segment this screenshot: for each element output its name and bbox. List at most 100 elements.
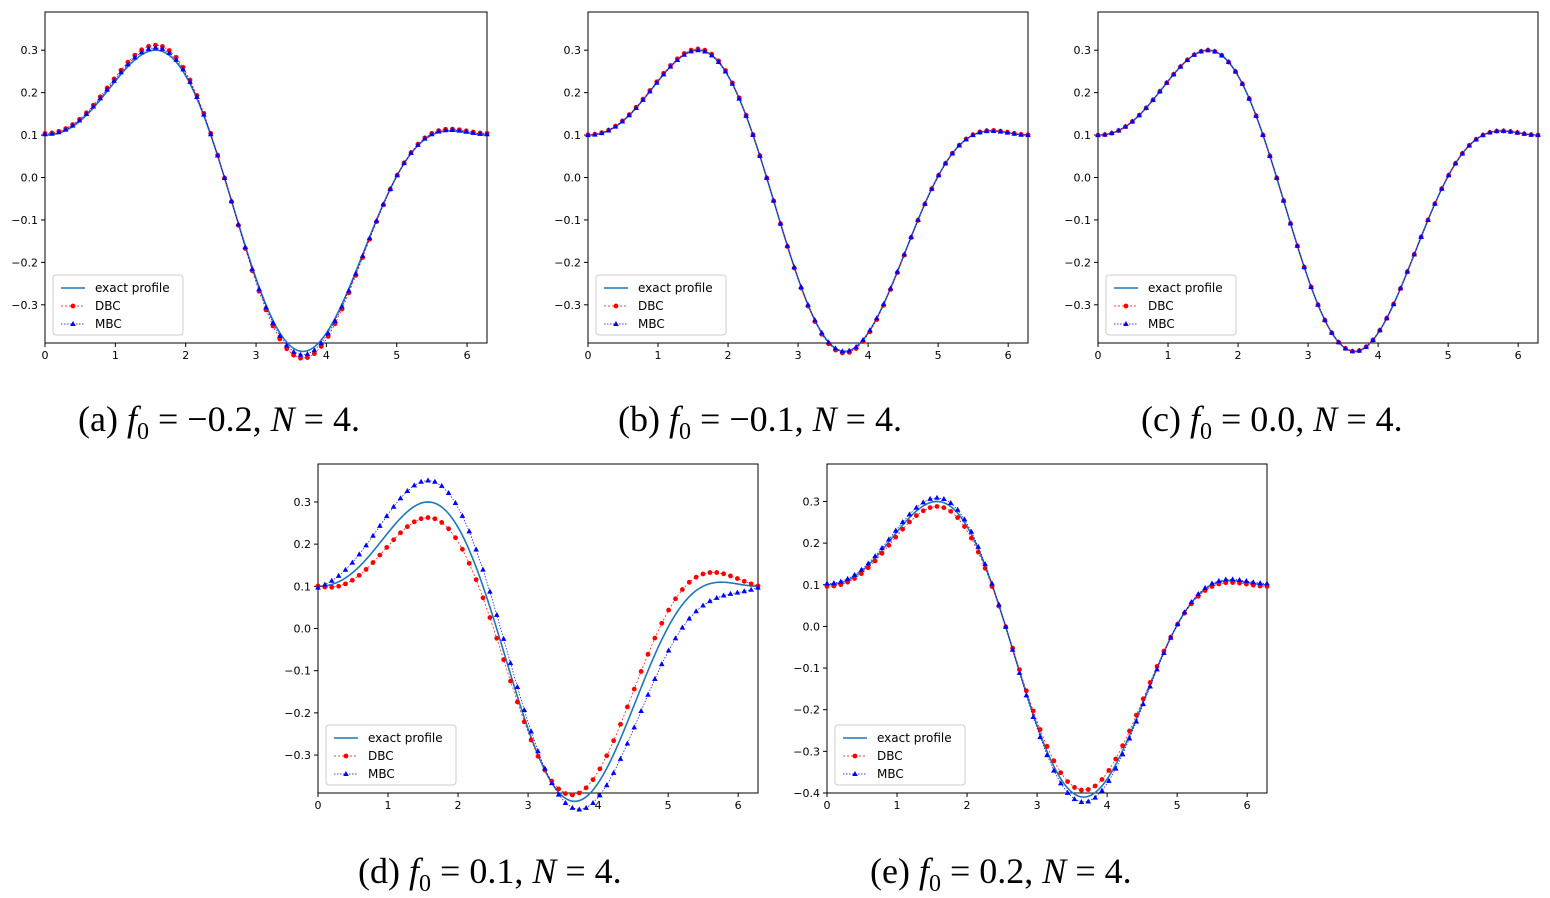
- mbc-marker: [145, 45, 152, 51]
- mbc-marker: [1239, 80, 1246, 86]
- mbc-marker: [1342, 345, 1349, 351]
- mbc-marker: [743, 112, 749, 118]
- mbc-marker: [380, 201, 387, 207]
- mbc-marker: [700, 602, 706, 608]
- dbc-marker: [968, 535, 974, 541]
- mbc-marker: [352, 270, 359, 276]
- mbc-marker: [1404, 268, 1411, 274]
- mbc-marker: [370, 532, 376, 538]
- chart-panel-e: 0 1 2 3 4 5 6 −0.4 −0.3 −0.2 −0.1 0.0 0.1 0.2 0.3 exact…: [0, 450, 1550, 897]
- dbc-marker: [590, 777, 596, 783]
- mbc-marker: [784, 242, 791, 248]
- mbc-marker: [1102, 131, 1108, 137]
- mbc-marker: [913, 504, 920, 510]
- mbc-marker: [235, 221, 242, 227]
- mbc-marker: [166, 49, 173, 55]
- mbc-marker: [1253, 112, 1259, 118]
- mbc-marker: [1191, 51, 1198, 57]
- mbc-marker: [619, 118, 626, 124]
- mbc-marker: [617, 755, 624, 761]
- legend-dbc-marker: [1123, 303, 1129, 309]
- legend-label: MBC: [877, 767, 904, 781]
- mbc-marker: [1418, 233, 1424, 239]
- x-tick-label: 5: [1174, 799, 1181, 812]
- chart-panel-a: 0 1 2 3 4 5 6 −0.3 −0.2 −0.1 0.0 0.1 0.2 0.3 exact pro…: [0, 0, 500, 450]
- dbc-marker: [432, 516, 438, 522]
- mbc-marker: [798, 283, 804, 289]
- mbc-marker: [1225, 59, 1232, 65]
- x-tick-label: 6: [735, 799, 742, 812]
- mbc-marker: [1383, 315, 1390, 321]
- y-tick-label: 0.0: [564, 172, 582, 185]
- dbc-marker: [305, 355, 310, 360]
- mbc-marker: [1232, 68, 1239, 74]
- mbc-marker: [1528, 131, 1534, 137]
- caption-e: (e) f0 = 0.2, N = 4.: [870, 851, 1132, 897]
- mbc-marker: [1198, 48, 1204, 54]
- mbc-marker: [1243, 578, 1250, 584]
- mbc-marker: [934, 494, 940, 500]
- mbc-marker: [42, 131, 48, 137]
- x-tick-label: 4: [865, 349, 872, 362]
- legend-box: [325, 724, 457, 786]
- mbc-marker: [1167, 634, 1174, 640]
- dbc-marker: [284, 346, 290, 352]
- mbc-marker: [366, 235, 373, 241]
- mbc-marker: [818, 329, 825, 335]
- mbc-marker: [920, 499, 927, 505]
- mbc-marker: [1184, 56, 1191, 62]
- x-tick-label: 5: [393, 349, 400, 362]
- mbc-marker: [1264, 580, 1270, 586]
- mbc-marker: [435, 128, 442, 134]
- dbc-marker: [666, 607, 672, 613]
- y-tick-label: −0.2: [1064, 256, 1091, 269]
- exact-profile-line: [826, 500, 1268, 798]
- legend-box: [595, 274, 727, 336]
- mbc-marker: [425, 477, 431, 483]
- legend-dbc-marker: [852, 753, 858, 759]
- mbc-marker: [1209, 580, 1215, 586]
- dbc-marker: [1140, 696, 1146, 702]
- x-tick-label: 4: [1104, 799, 1111, 812]
- x-tick-label: 2: [725, 349, 732, 362]
- dbc-marker: [298, 355, 303, 361]
- dbc-marker: [343, 581, 348, 587]
- mbc-line: [1097, 49, 1539, 352]
- mbc-marker: [1250, 579, 1257, 585]
- mbc-marker: [603, 782, 610, 788]
- y-tick-label: −0.2: [284, 707, 311, 720]
- dbc-marker: [631, 686, 637, 692]
- mbc-marker: [325, 330, 331, 336]
- dbc-marker: [893, 534, 899, 540]
- mbc-marker: [83, 110, 90, 116]
- mbc-marker: [1370, 336, 1376, 342]
- mbc-marker: [851, 571, 858, 577]
- mbc-marker: [125, 61, 131, 67]
- mbc-marker: [249, 265, 255, 271]
- mbc-marker: [1140, 701, 1147, 707]
- mbc-marker: [487, 588, 493, 594]
- mbc-marker: [1218, 52, 1225, 58]
- mbc-marker: [242, 244, 249, 250]
- mbc-marker: [1177, 63, 1184, 69]
- legend-label: DBC: [368, 749, 394, 763]
- mbc-marker: [194, 94, 200, 100]
- mbc-marker: [949, 150, 956, 156]
- mbc-marker: [597, 792, 603, 798]
- mbc-marker: [118, 69, 124, 75]
- mbc-marker: [576, 806, 583, 812]
- mbc-marker: [363, 542, 369, 548]
- legend-label: DBC: [638, 299, 664, 313]
- mbc-marker: [1002, 623, 1009, 629]
- mbc-marker: [645, 691, 651, 697]
- mbc-marker: [750, 132, 756, 138]
- y-tick-label: −0.3: [1064, 299, 1091, 312]
- caption-c: (c) f0 = 0.0, N = 4.: [1141, 399, 1403, 445]
- mbc-marker: [686, 615, 693, 621]
- dbc-marker: [446, 526, 452, 532]
- mbc-marker: [569, 804, 576, 810]
- x-tick-label: 1: [655, 349, 662, 362]
- dbc-marker: [356, 572, 362, 578]
- dbc-marker: [576, 790, 582, 796]
- dbc-marker: [845, 579, 851, 585]
